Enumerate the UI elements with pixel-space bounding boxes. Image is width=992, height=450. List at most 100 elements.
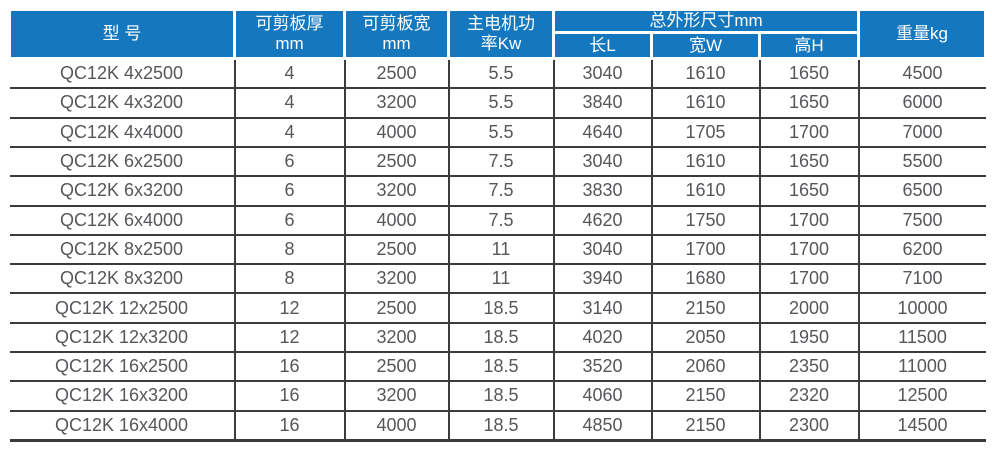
cell-power: 5.5	[447, 87, 554, 118]
cell-weight: 7100	[857, 263, 986, 294]
cell-thickness: 8	[233, 263, 345, 294]
cell-model: QC12K 16x4000	[9, 409, 235, 442]
table-row: QC12K 4x3200 4 3200 5.5 3840 1610 1650 6…	[9, 87, 986, 118]
cell-w: 2050	[650, 321, 760, 353]
cell-model: QC12K 16x2500	[9, 351, 235, 382]
cell-thickness: 4	[233, 58, 345, 89]
cell-thickness: 12	[233, 292, 345, 323]
cell-model: QC12K 8x2500	[9, 233, 235, 265]
cell-power: 11	[447, 233, 554, 265]
cell-width: 2500	[343, 351, 449, 382]
cell-power: 18.5	[447, 351, 554, 382]
cell-w: 2150	[650, 380, 760, 411]
header-width-line2: mm	[382, 34, 411, 54]
cell-thickness: 16	[233, 351, 345, 382]
cell-power: 5.5	[447, 58, 554, 89]
cell-model: QC12K 6x2500	[9, 145, 235, 177]
table-row: QC12K 8x3200 8 3200 11 3940 1680 1700 71…	[9, 263, 986, 294]
cell-thickness: 16	[233, 380, 345, 411]
header-thickness: 可剪板厚 mm	[233, 7, 346, 61]
cell-model: QC12K 4x3200	[9, 87, 235, 118]
cell-weight: 14500	[857, 409, 986, 442]
cell-h: 2000	[758, 292, 859, 323]
cell-power: 18.5	[447, 409, 554, 442]
cell-length: 3140	[552, 292, 652, 323]
cell-power: 7.5	[447, 145, 554, 177]
cell-h: 1650	[758, 175, 859, 206]
cell-w: 1705	[650, 116, 760, 147]
table-row: QC12K 4x2500 4 2500 5.5 3040 1610 1650 4…	[10, 58, 986, 89]
cell-thickness: 16	[233, 409, 345, 442]
cell-h: 1950	[758, 321, 859, 353]
header-h: 高H	[757, 31, 861, 61]
header-w: 宽W	[650, 31, 761, 61]
cell-length: 3040	[552, 58, 652, 89]
cell-h: 1650	[758, 87, 859, 118]
table-row: QC12K 12x2500 12 2500 18.5 3140 2150 200…	[9, 292, 986, 323]
cell-length: 4060	[552, 380, 652, 411]
cell-power: 7.5	[447, 204, 554, 235]
header-power-line2: 率Kw	[480, 34, 522, 54]
cell-length: 3520	[552, 351, 652, 382]
table-row: QC12K 16x4000 16 4000 18.5 4850 2150 230…	[9, 409, 986, 442]
cell-power: 7.5	[447, 175, 554, 206]
table-header: 型 号 可剪板厚 mm 可剪板宽 mm 主电机功 率Kw 总外形尺寸mm 重量k…	[8, 7, 988, 61]
cell-weight: 11500	[857, 321, 986, 353]
table-row: QC12K 8x2500 8 2500 11 3040 1700 1700 62…	[9, 233, 986, 265]
cell-w: 2060	[650, 351, 760, 382]
cell-w: 2150	[650, 409, 760, 442]
cell-width: 3200	[343, 263, 449, 294]
cell-weight: 7000	[857, 116, 986, 147]
cell-h: 1700	[758, 233, 859, 265]
header-width: 可剪板宽 mm	[343, 7, 450, 61]
cell-h: 1700	[758, 263, 859, 294]
header-length: 长L	[552, 31, 653, 61]
cell-length: 3040	[552, 145, 652, 177]
cell-weight: 6200	[857, 233, 986, 265]
cell-power: 5.5	[447, 116, 554, 147]
cell-width: 4000	[343, 409, 449, 442]
cell-model: QC12K 6x3200	[9, 175, 235, 206]
cell-power: 18.5	[447, 380, 554, 411]
cell-h: 2320	[758, 380, 859, 411]
cell-h: 2300	[758, 409, 859, 442]
cell-length: 3040	[552, 233, 652, 265]
cell-length: 3840	[552, 87, 652, 118]
cell-length: 4620	[552, 204, 652, 235]
cell-model: QC12K 6x4000	[9, 204, 235, 235]
cell-model: QC12K 8x3200	[9, 263, 235, 294]
cell-width: 2500	[343, 233, 449, 265]
cell-w: 1610	[650, 175, 760, 206]
cell-length: 4850	[552, 409, 652, 442]
header-thickness-line1: 可剪板厚	[255, 13, 324, 33]
cell-model: QC12K 4x2500	[59, 63, 184, 84]
cell-width: 2500	[343, 58, 449, 89]
cell-h: 2350	[758, 351, 859, 382]
cell-width: 3200	[343, 175, 449, 206]
header-dimensions-group: 总外形尺寸mm	[551, 7, 861, 35]
cell-width: 3200	[343, 321, 449, 353]
cell-thickness: 12	[233, 321, 345, 353]
table-row: QC12K 12x3200 12 3200 18.5 4020 2050 195…	[9, 321, 986, 353]
cell-width: 3200	[343, 87, 449, 118]
cell-w: 1610	[650, 58, 760, 89]
cell-width: 2500	[343, 145, 449, 177]
cell-h: 1700	[758, 204, 859, 235]
table-body: QC12K 4x2500 4 2500 5.5 3040 1610 1650 4…	[9, 58, 986, 442]
table-row: QC12K 16x3200 16 3200 18.5 4060 2150 232…	[9, 380, 986, 411]
cell-weight: 5500	[857, 145, 986, 177]
table-row: QC12K 4x4000 4 4000 5.5 4640 1705 1700 7…	[9, 116, 986, 147]
header-width-line1: 可剪板宽	[362, 13, 431, 33]
cell-w: 1610	[650, 87, 760, 118]
cell-weight: 4500	[857, 58, 986, 89]
cell-h: 1650	[758, 58, 859, 89]
cell-width: 2500	[343, 292, 449, 323]
cell-weight: 6500	[857, 175, 986, 206]
cell-w: 1750	[650, 204, 760, 235]
spec-table: 型 号 可剪板厚 mm 可剪板宽 mm 主电机功 率Kw 总外形尺寸mm 重量k…	[8, 7, 988, 442]
cell-w: 2150	[650, 292, 760, 323]
cell-length: 4020	[552, 321, 652, 353]
cell-width: 3200	[343, 380, 449, 411]
cell-thickness: 8	[233, 233, 345, 265]
cell-h: 1650	[758, 145, 859, 177]
